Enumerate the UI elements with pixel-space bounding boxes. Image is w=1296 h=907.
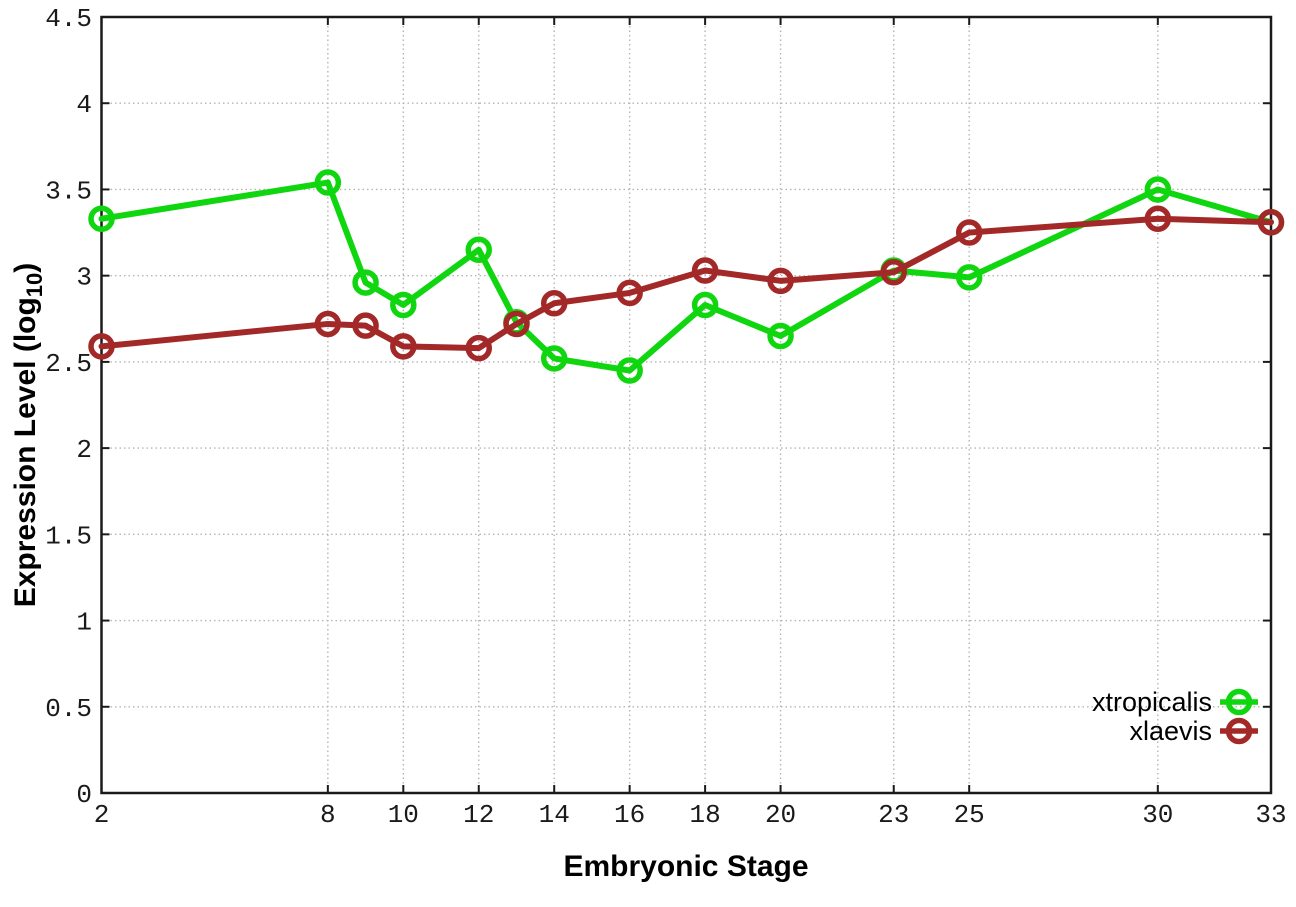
y-tick-label: 1	[76, 608, 92, 638]
xtropicalis-point	[540, 345, 568, 372]
x-tick-label: 30	[1142, 800, 1173, 830]
x-tick-label: 2	[94, 800, 110, 830]
xlaevis-point	[1257, 208, 1285, 236]
y-tick-labels: 0 0.5 1 1.5 2 2.5 3 3.5 4 4.5	[45, 4, 92, 810]
xlaevis-point	[314, 310, 342, 338]
x-tick-label: 16	[614, 800, 645, 830]
data-series	[88, 169, 1285, 384]
y-tick-label: 1.5	[45, 521, 92, 551]
xlaevis-line	[98, 215, 1274, 352]
x-tick-label: 33	[1255, 800, 1286, 830]
x-tick-labels: 2 8 10 12 14 16 18 20 23 25 30 33	[94, 800, 1287, 830]
xtropicalis-point	[390, 291, 417, 319]
y-tick-label: 4	[76, 90, 92, 120]
xtropicalis-point	[955, 264, 983, 291]
legend-sample-marker	[1225, 688, 1253, 716]
xtropicalis-point	[616, 357, 643, 384]
y-tick-label: 0	[76, 780, 92, 810]
y-tick-label: 2.5	[45, 349, 92, 379]
x-tick-label: 25	[954, 800, 985, 830]
xtropicalis-point	[691, 291, 719, 319]
plot-border	[100, 15, 1273, 795]
xtropicalis-point	[1144, 176, 1172, 203]
legend-label-xlaevis: xlaevis	[1129, 716, 1212, 746]
x-tick-label: 18	[690, 800, 721, 830]
y-tick-label: 2	[76, 435, 92, 465]
xlaevis-point	[465, 334, 493, 362]
y-tick-label: 4.5	[45, 4, 92, 34]
legend-label-xtropicalis: xtropicalis	[1092, 687, 1212, 717]
y-axis-title-suffix: )	[9, 263, 42, 273]
xtropicalis-point	[465, 236, 493, 264]
xlaevis-point	[88, 333, 115, 360]
x-tick-label: 10	[388, 800, 419, 830]
y-tick-label: 3.5	[45, 176, 92, 206]
xlaevis-point	[955, 219, 983, 246]
xtropicalis-point	[88, 205, 115, 233]
x-tick-label: 8	[320, 800, 336, 830]
xlaevis-point	[767, 267, 794, 295]
plot-frame	[100, 15, 1273, 795]
xlaevis-point	[880, 258, 907, 286]
x-tick-label: 14	[539, 800, 570, 830]
y-tick-label: 0.5	[45, 694, 92, 724]
x-tick-label: 23	[878, 800, 909, 830]
xlaevis-point	[503, 310, 530, 338]
xlaevis-point	[352, 312, 379, 339]
x-axis-title: Embryonic Stage	[563, 850, 808, 883]
y-axis-title-main: Expression Level (log	[9, 297, 42, 607]
xtropicalis-point	[767, 322, 794, 350]
x-tick-label: 20	[765, 800, 796, 830]
xlaevis-point	[616, 279, 643, 307]
axis-tick-marks	[100, 16, 1272, 794]
y-axis-title-subscript: 10	[22, 273, 47, 297]
xlaevis-point	[691, 257, 719, 284]
xtropicalis-point	[352, 269, 379, 296]
y-axis-title: Expression Level (log10)	[9, 263, 47, 608]
y-tick-label: 3	[76, 263, 92, 293]
gridlines	[100, 16, 1272, 794]
xlaevis-point	[540, 290, 568, 317]
x-tick-label: 12	[463, 800, 494, 830]
legend-sample-marker	[1225, 717, 1253, 745]
xlaevis-point	[1144, 205, 1172, 233]
xtropicalis-point	[314, 169, 342, 196]
xlaevis-point	[390, 333, 417, 360]
